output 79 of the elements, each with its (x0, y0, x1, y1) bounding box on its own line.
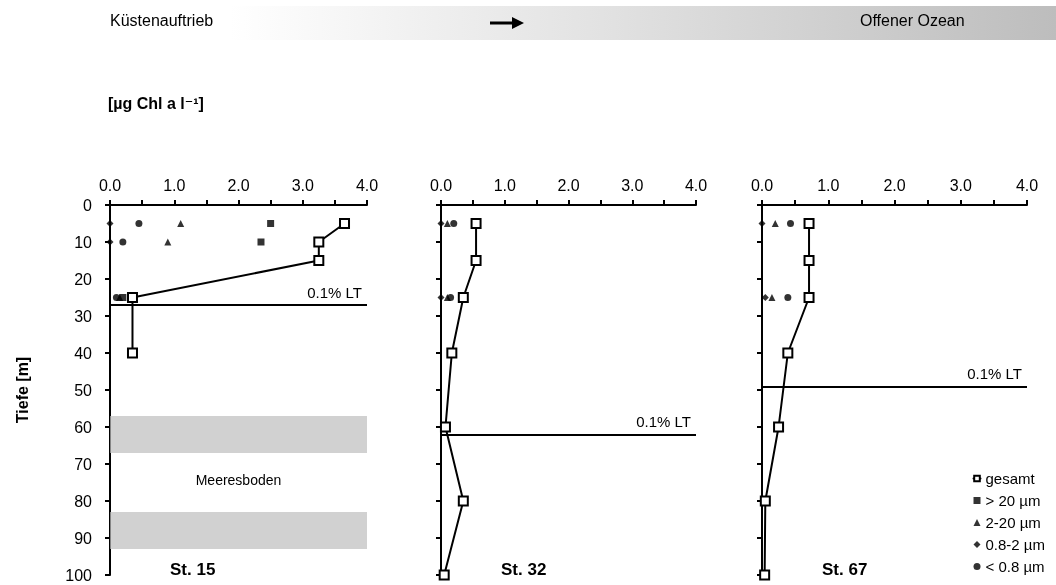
point (457, 495, 469, 507)
x-tick-label: 2.0 (227, 176, 250, 194)
legend-label: 2-20 µm (985, 514, 1041, 531)
point (439, 421, 451, 433)
y-tick-label: 40 (74, 344, 93, 362)
ref-line-label: 0.1% LT (307, 283, 362, 301)
y-tick-label: 80 (74, 492, 93, 510)
point (759, 569, 771, 581)
x-tick-label: 1.0 (493, 176, 516, 194)
y-tick-label: 30 (74, 307, 93, 325)
point (257, 238, 265, 246)
y-tick-label: 20 (74, 270, 93, 288)
y-tick-label: 10 (74, 233, 93, 251)
y-tick-label: 70 (74, 455, 93, 473)
x-tick-label: 4.0 (1015, 176, 1039, 194)
point (771, 220, 779, 227)
legend-label: gesamt (985, 470, 1036, 487)
point (437, 294, 445, 301)
y-tick-label: 100 (65, 566, 93, 584)
point (758, 220, 766, 227)
point (112, 294, 120, 301)
point (313, 236, 325, 248)
point (782, 347, 794, 359)
y-axis-title: Tiefe [m] (13, 356, 31, 424)
text: Offener Ozean (860, 12, 965, 30)
point (786, 220, 794, 227)
x-tick-label: 3.0 (291, 176, 314, 194)
x-tick-label: 0.0 (429, 176, 453, 194)
point (106, 220, 114, 227)
point (784, 294, 792, 301)
y-tick-label: 60 (74, 418, 93, 436)
point (768, 294, 776, 301)
point (437, 220, 445, 227)
point (313, 255, 325, 266)
x-tick-label: 3.0 (949, 176, 972, 194)
point (803, 255, 815, 266)
point (164, 238, 172, 246)
point (457, 292, 469, 303)
point (443, 220, 451, 227)
y-tick-label: 50 (74, 381, 93, 399)
point (135, 220, 143, 227)
point (803, 218, 815, 229)
x-tick-label: 4.0 (355, 176, 379, 194)
x-tick-label: 3.0 (621, 176, 644, 194)
x-tick-label: 0.0 (98, 176, 122, 194)
point (119, 238, 127, 246)
x-tick-label: 2.0 (557, 176, 580, 194)
point (470, 255, 482, 266)
point (446, 347, 458, 359)
text: Küstenauftrieb (110, 12, 214, 30)
ref-line-label: 0.1% LT (967, 365, 1022, 383)
legend-label: 0.8-2 µm (985, 536, 1046, 553)
x-tick-label: 2.0 (883, 176, 906, 194)
point (447, 294, 455, 301)
y-tick-label: 90 (74, 529, 93, 547)
point (339, 218, 351, 229)
point (773, 421, 785, 433)
x-tick-label: 0.0 (750, 176, 774, 194)
text: St. 67 (822, 560, 868, 579)
point (803, 292, 815, 303)
point (470, 218, 482, 229)
point (267, 220, 275, 227)
point (759, 495, 771, 507)
point (177, 220, 185, 227)
text: St. 32 (501, 560, 547, 579)
point (450, 220, 458, 227)
ref-line-label: 0.1% LT (636, 413, 691, 431)
x-tick-label: 1.0 (817, 176, 840, 194)
x-tick-label: 4.0 (684, 176, 708, 194)
band-label: Meeresboden (195, 471, 282, 488)
x-axis-title: [µg Chl a l⁻¹] (108, 94, 204, 113)
point (438, 569, 450, 581)
text: St. 15 (170, 560, 216, 579)
legend-label: > 20 µm (985, 492, 1041, 509)
point (126, 292, 138, 303)
point (126, 347, 138, 359)
legend-label: < 0.8 µm (985, 558, 1045, 575)
y-tick-label: 0 (83, 196, 93, 214)
x-tick-label: 1.0 (163, 176, 186, 194)
